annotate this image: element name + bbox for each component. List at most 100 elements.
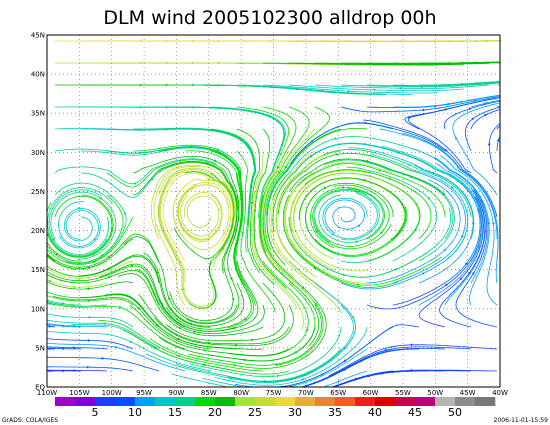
stream-arrow (383, 348, 387, 352)
stream-arrow (205, 161, 209, 165)
stream-arrow (300, 377, 304, 381)
streamline (363, 119, 498, 218)
streamline (423, 139, 499, 284)
stream-arrow (292, 243, 295, 247)
colorbar-swatch (235, 397, 256, 406)
stream-arrow (421, 272, 425, 276)
stream-arrow (137, 307, 141, 310)
streamline (176, 348, 342, 382)
stream-arrow (477, 208, 480, 212)
colorbar-swatch (175, 397, 196, 406)
streamline (122, 329, 290, 375)
stream-arrow (468, 107, 472, 111)
streamline (188, 172, 235, 309)
stream-arrow (193, 183, 197, 187)
stream-arrow (99, 196, 103, 200)
stream-arrow (379, 231, 383, 235)
colorbar-swatch (75, 397, 96, 406)
streamline (277, 152, 420, 215)
colorbar-swatch (315, 397, 336, 406)
colorbar-swatch (295, 397, 316, 406)
stream-arrow (357, 224, 361, 228)
stream-arrow (213, 159, 217, 162)
stream-arrow (492, 221, 495, 225)
stream-arrow (72, 368, 75, 372)
stream-arrow (312, 187, 316, 191)
stream-arrow (241, 232, 245, 235)
streamline (434, 156, 490, 306)
stream-arrow (217, 208, 221, 212)
stream-arrow (431, 171, 435, 175)
streamline (297, 163, 446, 218)
stream-arrow (160, 302, 164, 306)
streamline (47, 241, 81, 262)
streamline (496, 84, 500, 86)
colorbar-label: 10 (128, 406, 142, 419)
lat-label: EQ (35, 384, 45, 392)
stream-arrow (236, 166, 239, 170)
streamline (106, 293, 264, 350)
streamline (158, 169, 212, 309)
stream-arrow (92, 260, 96, 263)
colorbar-swatch (135, 397, 156, 406)
streamline (210, 106, 286, 219)
streamline (47, 233, 160, 268)
stream-arrow (363, 121, 366, 125)
stream-arrow (474, 81, 478, 85)
streamline (412, 148, 489, 284)
stream-arrow (232, 364, 236, 367)
streamline (160, 170, 228, 283)
streamline (496, 125, 500, 130)
stream-arrow (229, 186, 233, 190)
stream-arrow (331, 232, 335, 236)
colorbar-swatch (475, 397, 496, 406)
stream-arrow (313, 266, 317, 269)
colorbar-swatch (275, 397, 296, 406)
streamline (47, 356, 160, 372)
colorbar-swatch (195, 397, 216, 406)
stream-arrow (72, 346, 75, 350)
stream-arrow (123, 212, 127, 216)
streamline (263, 128, 316, 278)
streamline (262, 106, 310, 257)
streamline (418, 172, 483, 306)
streamline (123, 236, 238, 324)
streamline (303, 346, 472, 387)
streamline (54, 158, 217, 185)
stream-arrow (460, 234, 464, 238)
stream-arrow (77, 207, 81, 210)
stream-arrow (117, 306, 121, 309)
map-frame (46, 34, 501, 388)
lon-label: 90W (169, 389, 185, 397)
stream-arrow (221, 246, 225, 250)
stream-arrow (341, 186, 345, 189)
streamline (154, 304, 294, 347)
stream-arrow (285, 165, 288, 169)
stream-arrow (234, 343, 237, 347)
streamline (53, 295, 212, 350)
stream-arrow (252, 162, 256, 166)
stream-arrow (390, 237, 394, 241)
stream-arrow (202, 363, 206, 367)
lat-label: 45N (31, 32, 45, 40)
stream-arrow (179, 159, 183, 163)
stream-arrow (192, 330, 196, 334)
stream-arrow (427, 196, 431, 200)
stream-arrow (130, 264, 134, 268)
stream-arrow (102, 322, 106, 325)
stream-arrow (284, 133, 287, 137)
stream-arrow (343, 346, 347, 350)
streamline (98, 320, 264, 372)
streamline (58, 201, 99, 247)
streamline (81, 147, 240, 180)
colorbar-swatch (255, 397, 276, 406)
streamline (47, 194, 114, 258)
stream-arrow (336, 379, 340, 383)
streamline (47, 295, 134, 306)
stream-arrow (485, 61, 489, 65)
streamline (436, 163, 486, 306)
stream-arrow (396, 151, 400, 155)
colorbar-label: 15 (168, 406, 182, 419)
colorbar-label: 35 (328, 406, 342, 419)
footer-left: GrADS: COLA/IGES (2, 417, 58, 424)
